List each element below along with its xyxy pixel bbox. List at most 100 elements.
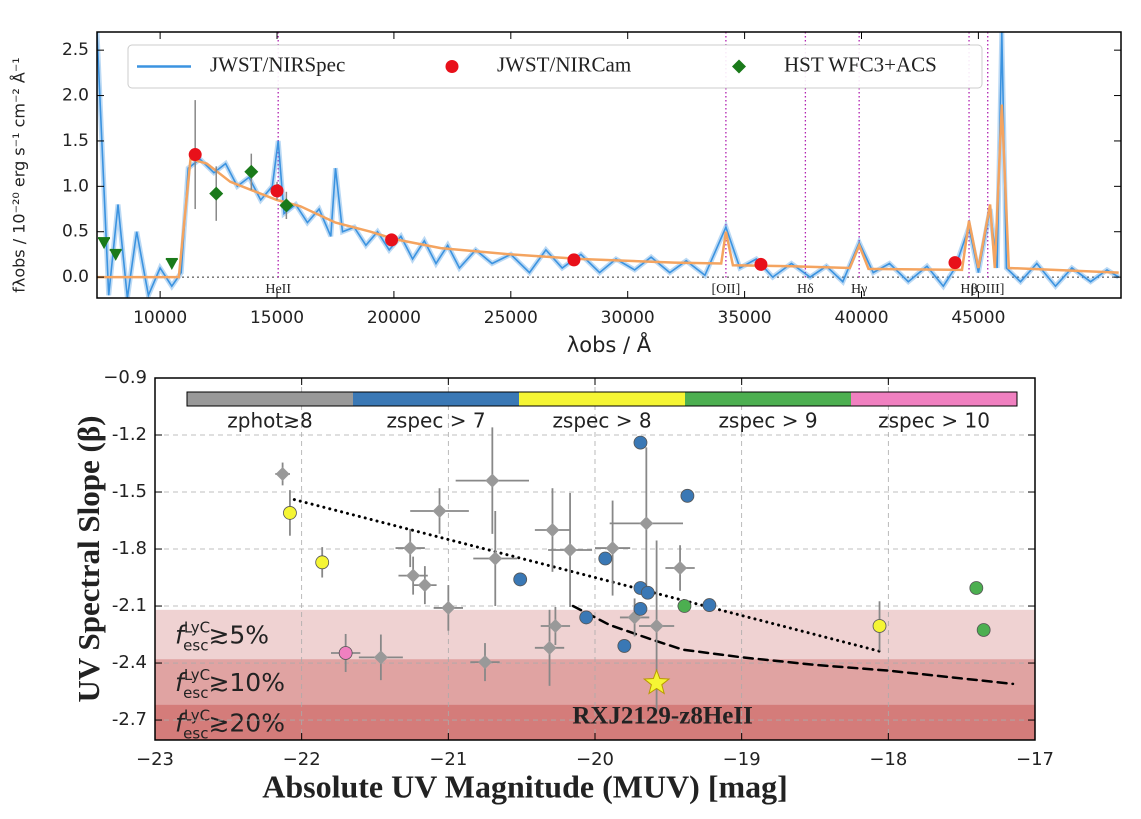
- colorbar-label: zspec > 8: [552, 409, 651, 433]
- legend-label: JWST/NIRSpec: [210, 52, 345, 76]
- y-axis-label: UV Spectral Slope (β): [71, 416, 106, 703]
- colorbar-label: zspec > 10: [878, 409, 990, 433]
- colorbar-segment: [187, 392, 353, 406]
- data-point: [338, 646, 353, 660]
- x-tick-label: −19: [723, 749, 761, 770]
- x-tick-label: 15000: [250, 308, 304, 328]
- data-point: [639, 516, 654, 531]
- highlight-star: [642, 668, 671, 695]
- relation-line: [292, 498, 883, 654]
- emission-line-label: [OII]: [712, 282, 741, 297]
- emission-line-label: Hγ: [851, 282, 867, 297]
- x-tick-label: 20000: [367, 308, 421, 328]
- data-point: [563, 542, 578, 557]
- data-point: [275, 466, 290, 481]
- emission-line-label: Hβ: [960, 282, 977, 297]
- x-axis-label: Absolute UV Magnitude (MUV) [mag]: [262, 768, 788, 804]
- upper-limit: [109, 249, 122, 261]
- y-tick-label: 1.5: [62, 131, 89, 151]
- y-tick-label: -1.2: [112, 424, 147, 445]
- data-point: [567, 253, 581, 267]
- colorbar-segment: [685, 392, 851, 406]
- band-symbol-sup: LyC: [184, 706, 210, 724]
- x-tick-label: 40000: [834, 308, 888, 328]
- x-axis-label: λobs / Å: [567, 331, 652, 357]
- y-tick-label: 0.5: [62, 222, 89, 242]
- legend-label: HST WFC3+ACS: [784, 52, 937, 76]
- y-tick-label: −0.9: [103, 367, 147, 388]
- y-tick-label: -1.8: [112, 538, 147, 559]
- x-tick-label: −20: [576, 749, 614, 770]
- data-point: [680, 488, 695, 503]
- data-point: [548, 618, 563, 633]
- data-point: [373, 650, 388, 665]
- colorbar-segment: [353, 392, 519, 406]
- data-point: [640, 585, 655, 600]
- data-point: [283, 506, 297, 520]
- data-point: [188, 148, 202, 162]
- band-threshold: ≳20%: [208, 708, 285, 737]
- data-point: [545, 523, 560, 538]
- data-point: [673, 561, 688, 576]
- legend-swatch: [732, 59, 746, 74]
- data-point: [617, 639, 632, 653]
- x-tick-label: 35000: [718, 308, 772, 328]
- band-label: fLyC esc≳5%: [175, 618, 269, 654]
- relation-line: [571, 604, 1015, 686]
- colorbar-label: zphot≳8: [227, 409, 312, 433]
- legend-swatch: [445, 60, 459, 73]
- data-point: [279, 198, 294, 213]
- y-tick-label: -2.7: [112, 709, 147, 730]
- data-point: [485, 473, 500, 488]
- model-line: [97, 104, 1119, 279]
- legend-label: JWST/NIRCam: [497, 52, 631, 76]
- data-point: [677, 599, 692, 613]
- data-point: [488, 551, 503, 566]
- data-point: [649, 618, 664, 633]
- x-tick-label: 25000: [484, 308, 538, 328]
- colorbar-segment: [851, 392, 1017, 406]
- x-tick-label: −23: [136, 749, 174, 770]
- data-point: [754, 257, 768, 271]
- colorbar-frame: [186, 391, 1018, 407]
- data-point: [315, 555, 330, 570]
- upper-limit: [98, 238, 111, 250]
- data-point: [403, 541, 418, 556]
- band-symbol-sub: esc: [183, 684, 208, 702]
- data-point: [948, 256, 962, 270]
- band-threshold: ≳10%: [208, 668, 285, 697]
- data-point: [872, 619, 887, 633]
- data-point: [976, 623, 991, 637]
- y-tick-label: 2.0: [62, 86, 89, 106]
- colorbar-label: zspec > 9: [718, 409, 817, 433]
- data-point: [513, 572, 528, 587]
- band-symbol-sup: LyC: [184, 666, 210, 684]
- colorbar-segment: [519, 392, 685, 406]
- band-symbol-sup: LyC: [184, 618, 210, 636]
- y-tick-label: -1.5: [112, 481, 147, 502]
- band-symbol-sub: esc: [183, 724, 208, 742]
- band-label: fLyC esc≳20%: [175, 706, 285, 742]
- data-point: [579, 610, 594, 625]
- x-tick-label: −22: [283, 749, 321, 770]
- y-tick-label: 2.5: [62, 40, 89, 60]
- data-point: [633, 435, 648, 450]
- data-point: [969, 581, 984, 595]
- data-point: [542, 640, 557, 655]
- y-tick-label: -2.1: [112, 595, 147, 616]
- upper-limit: [165, 258, 178, 270]
- band-threshold: ≳5%: [208, 621, 269, 650]
- data-point: [417, 578, 432, 593]
- data-point: [270, 184, 284, 198]
- x-tick-label: −21: [429, 749, 467, 770]
- data-point: [702, 598, 717, 612]
- data-point: [244, 164, 259, 179]
- data-point: [385, 233, 399, 247]
- plot-frame: [96, 31, 1122, 299]
- data-point: [605, 541, 620, 556]
- x-tick-label: −17: [1016, 749, 1054, 770]
- y-axis-label: fλobs / 10⁻²⁰ erg s⁻¹ cm⁻² Å⁻¹: [10, 57, 29, 292]
- x-tick-label: 30000: [601, 308, 655, 328]
